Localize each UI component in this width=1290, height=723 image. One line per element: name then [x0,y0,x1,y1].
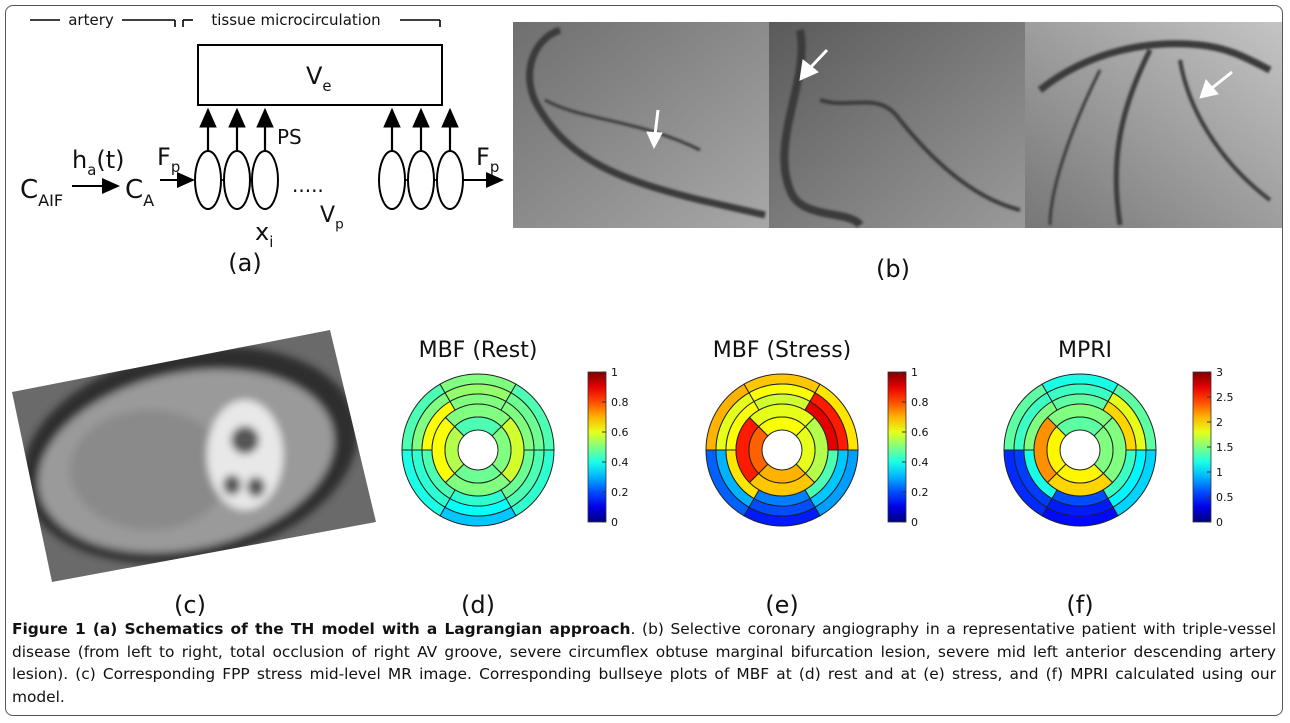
colorbar [888,372,906,522]
panel-label: (b) [876,255,910,283]
angiography-image [513,22,1282,228]
colorbar-tick-label: 0.6 [611,426,629,439]
panel-label: (e) [765,591,799,619]
fp-in-label-sub: p [171,158,180,176]
colorbar-tick-label: 2 [1216,416,1223,429]
ve-label-sub: e [322,77,331,95]
colorbar-tick-label: 0.4 [611,456,629,469]
mr-image [0,317,390,593]
caption-title: Figure 1 (a) Schematics of the TH model … [12,620,630,638]
colorbar-tick-label: 0 [911,516,918,529]
caption: Figure 1 (a) Schematics of the TH model … [12,618,1276,708]
ha-label-main: h [72,146,87,174]
panel-label: (d) [461,591,495,619]
xi-label-sub: i [269,233,273,251]
colorbar-tick-label: 1.5 [1216,441,1234,454]
panel-label: (a) [228,249,261,277]
ca-label: CA [125,175,154,210]
c-aif-label-main: C [20,175,38,205]
ca-label-sub: A [143,191,154,210]
ps-label: PS [277,125,302,149]
fp-in-label-main: F [157,143,171,171]
ve-label-main: V [306,62,323,90]
colorbar-tick-label: 0.4 [911,456,929,469]
colorbar-tick-label: 0.8 [611,396,629,409]
colorbar-tick-label: 0 [1216,516,1223,529]
colorbar-tick-label: 2.5 [1216,391,1234,404]
panel-label: (f) [1066,591,1093,619]
ca-label-main: C [125,175,143,205]
colorbar-tick-label: 0 [611,516,618,529]
ha-label: ha(t) [72,146,124,179]
plot-title: MBF (Rest) [419,338,538,363]
fp-out-label-sub: p [490,158,499,176]
colorbar-tick-label: 0.5 [1216,491,1234,504]
plot-title: MBF (Stress) [713,338,852,363]
colorbar [588,372,606,522]
ha-label-tail: (t) [96,146,124,174]
figure: ..... artery tissue microcirculation Ve PS C… [0,0,1290,723]
plot-title: MPRI [1058,338,1112,363]
colorbar-tick-label: 0.2 [611,486,629,499]
xi-label-main: x [255,218,269,246]
c-aif-label-sub: AIF [38,191,63,210]
colorbar-tick-label: 1 [611,366,618,379]
colorbar-tick-label: 0.8 [911,396,929,409]
colorbar-tick-label: 1 [1216,466,1223,479]
vp-label-main: V [320,203,335,228]
fp-out-label-main: F [476,143,490,171]
page: ..... artery tissue microcirculation Ve PS C… [0,0,1290,723]
panel-label: (c) [174,591,206,619]
colorbar-tick-label: 3 [1216,366,1223,379]
dots: ..... [292,173,324,197]
colorbar-tick-label: 0.2 [911,486,929,499]
xi-label: xi [255,218,273,251]
section-label: artery [68,11,114,29]
colorbar-tick-label: 0.6 [911,426,929,439]
section-label: tissue microcirculation [211,11,380,29]
c-aif-label: CAIF [20,175,63,210]
diagram [30,20,502,209]
fp-out-label: Fp [476,143,499,176]
colorbar-tick-label: 1 [911,366,918,379]
ve-label: Ve [306,62,332,95]
vp-label-sub: p [335,217,344,233]
fp-in-label: Fp [157,143,180,176]
ha-label-sub: a [87,161,96,179]
vp-label: Vp [320,203,344,233]
